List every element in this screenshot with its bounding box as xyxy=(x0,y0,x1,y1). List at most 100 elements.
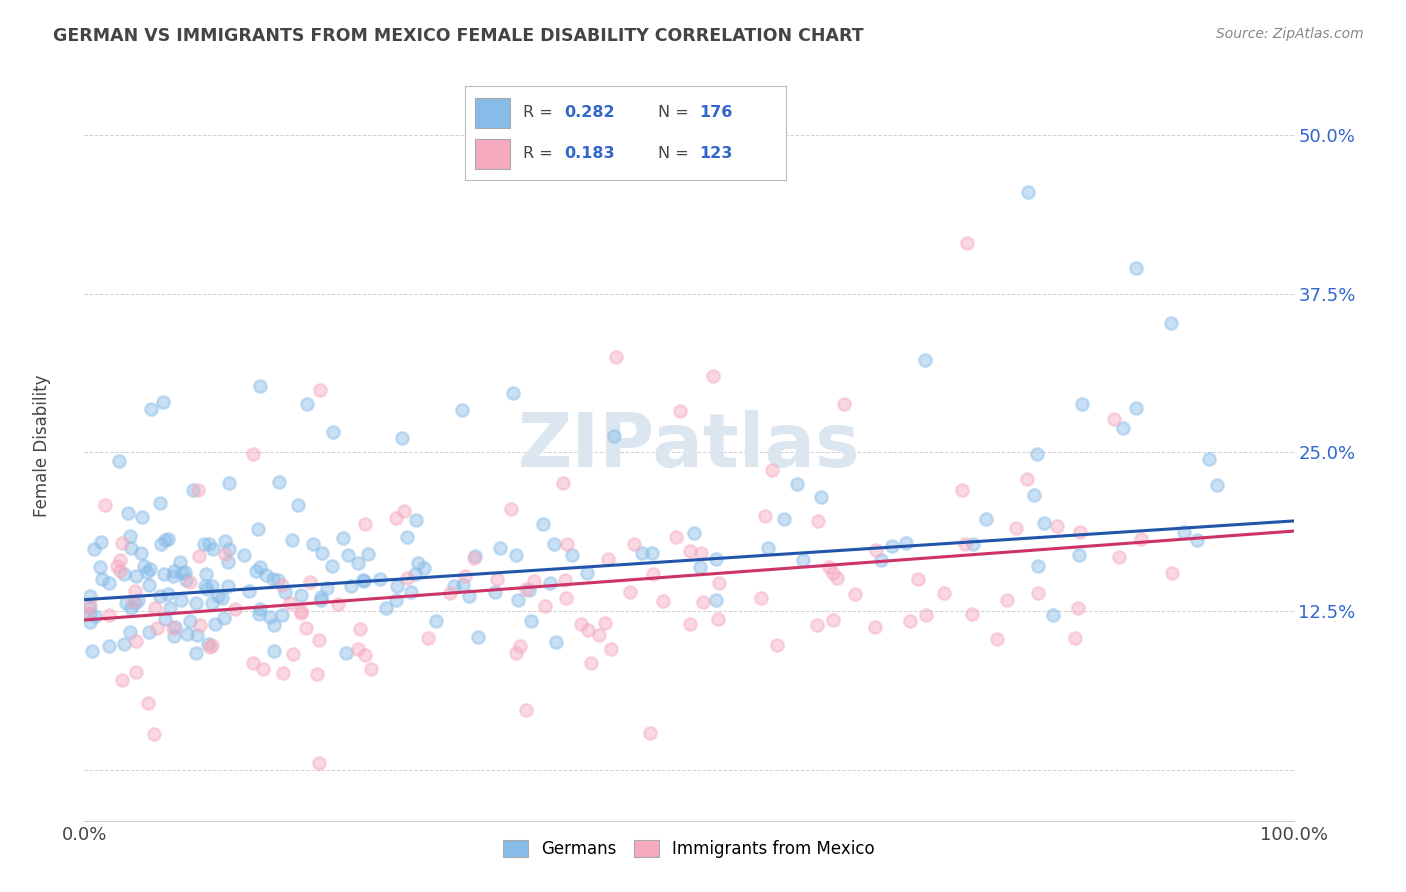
Point xyxy=(523,574,546,588)
Point xyxy=(332,532,354,546)
Point xyxy=(749,591,772,606)
Point xyxy=(531,517,554,532)
Point xyxy=(1017,185,1039,199)
Point xyxy=(184,647,207,661)
Point xyxy=(1160,566,1182,580)
Point xyxy=(187,483,209,497)
Point xyxy=(308,633,330,648)
Point xyxy=(538,575,561,590)
Point xyxy=(295,397,318,411)
Point xyxy=(652,593,675,607)
Point xyxy=(374,601,396,615)
Point xyxy=(394,504,416,518)
Point xyxy=(204,617,226,632)
Point xyxy=(211,591,233,605)
Point xyxy=(704,593,727,607)
Point xyxy=(1026,559,1049,574)
Point xyxy=(274,585,297,599)
Point xyxy=(110,564,132,578)
Point xyxy=(122,594,145,608)
Point xyxy=(1015,472,1038,486)
Point xyxy=(152,395,174,409)
Point xyxy=(79,589,101,603)
Point xyxy=(249,379,271,393)
Point xyxy=(754,509,776,524)
Point xyxy=(520,614,543,628)
Point xyxy=(76,607,98,621)
Point xyxy=(679,617,702,632)
Point xyxy=(1026,447,1049,461)
Point xyxy=(439,586,461,600)
Text: Source: ZipAtlas.com: Source: ZipAtlas.com xyxy=(1216,27,1364,41)
Point xyxy=(139,402,162,417)
Point xyxy=(290,588,312,602)
Point xyxy=(170,593,193,607)
Point xyxy=(157,532,180,546)
Point xyxy=(321,558,343,573)
Point xyxy=(489,541,512,556)
Point xyxy=(353,516,375,531)
Point xyxy=(242,446,264,460)
Point xyxy=(690,546,713,560)
Point xyxy=(405,513,427,527)
Point xyxy=(311,592,333,607)
Point xyxy=(214,611,236,625)
Point xyxy=(1064,631,1087,645)
Point xyxy=(349,622,371,636)
Point xyxy=(485,572,508,586)
Point xyxy=(139,562,162,576)
Point xyxy=(505,548,527,562)
Point xyxy=(484,585,506,599)
Point xyxy=(1205,477,1227,491)
Point xyxy=(463,550,485,565)
Point xyxy=(1185,533,1208,548)
Point xyxy=(132,559,155,574)
Point xyxy=(1046,519,1069,533)
Point xyxy=(643,566,665,581)
Point xyxy=(882,539,904,553)
Point xyxy=(689,559,711,574)
Point xyxy=(761,463,783,477)
Point xyxy=(1102,411,1125,425)
Point xyxy=(692,595,714,609)
Point xyxy=(950,483,973,497)
Point xyxy=(163,565,186,579)
Point xyxy=(156,587,179,601)
Point xyxy=(162,621,184,635)
Point xyxy=(1004,521,1026,535)
Point xyxy=(246,521,269,535)
Point xyxy=(142,727,165,741)
Point xyxy=(704,551,727,566)
Point xyxy=(125,634,148,648)
Text: GERMAN VS IMMIGRANTS FROM MEXICO FEMALE DISABILITY CORRELATION CHART: GERMAN VS IMMIGRANTS FROM MEXICO FEMALE … xyxy=(53,27,865,45)
Point xyxy=(249,560,271,574)
Point xyxy=(214,547,236,561)
Legend: Germans, Immigrants from Mexico: Germans, Immigrants from Mexico xyxy=(496,833,882,864)
Point xyxy=(766,638,789,652)
Point xyxy=(543,537,565,551)
Point xyxy=(464,549,486,563)
Point xyxy=(120,601,142,615)
Point xyxy=(600,642,623,657)
Point xyxy=(641,546,664,560)
Point xyxy=(247,607,270,622)
Point xyxy=(193,537,215,551)
Point xyxy=(1033,516,1056,531)
Point xyxy=(865,543,887,558)
Point xyxy=(172,566,194,580)
Point xyxy=(425,615,447,629)
Point xyxy=(252,662,274,676)
Point xyxy=(263,644,285,658)
Point xyxy=(412,561,434,575)
Point xyxy=(404,567,426,582)
Point xyxy=(596,552,619,566)
Point xyxy=(863,620,886,634)
Point xyxy=(270,578,292,592)
Point xyxy=(458,589,481,603)
Point xyxy=(315,582,337,596)
Point xyxy=(207,589,229,603)
Point xyxy=(150,537,173,551)
Point xyxy=(451,578,474,592)
Point xyxy=(1026,586,1049,600)
Point xyxy=(254,567,277,582)
